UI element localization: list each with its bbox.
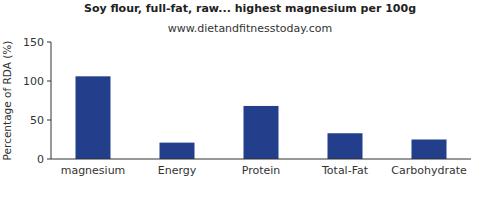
y-tick <box>47 42 51 43</box>
x-tick-label: Carbohydrate <box>391 164 467 177</box>
bar <box>244 106 279 159</box>
y-tick-label: 50 <box>30 114 44 127</box>
chart: Soy flour, full-fat, raw... highest magn… <box>0 0 500 200</box>
bar <box>76 76 111 159</box>
bar <box>328 133 363 159</box>
y-axis-label: Percentage of RDA (%) <box>1 41 13 161</box>
background <box>0 0 500 200</box>
x-tick-label: Total-Fat <box>321 164 369 177</box>
title: Soy flour, full-fat, raw... highest magn… <box>84 2 416 15</box>
bar <box>412 140 447 160</box>
x-tick-label: magnesium <box>61 164 126 177</box>
x-tick-label: Protein <box>242 164 281 177</box>
y-tick-label: 150 <box>23 36 44 49</box>
subtitle: www.dietandfitnesstoday.com <box>168 22 332 35</box>
bars <box>76 76 447 159</box>
y-tick-label: 0 <box>37 153 44 166</box>
x-axis <box>51 159 471 160</box>
y-tick <box>47 81 51 82</box>
y-axis <box>51 42 52 159</box>
y-tick-label: 100 <box>23 75 44 88</box>
y-tick <box>47 159 51 160</box>
bar <box>160 143 195 159</box>
x-tick-label: Energy <box>158 164 197 177</box>
y-tick <box>47 120 51 121</box>
